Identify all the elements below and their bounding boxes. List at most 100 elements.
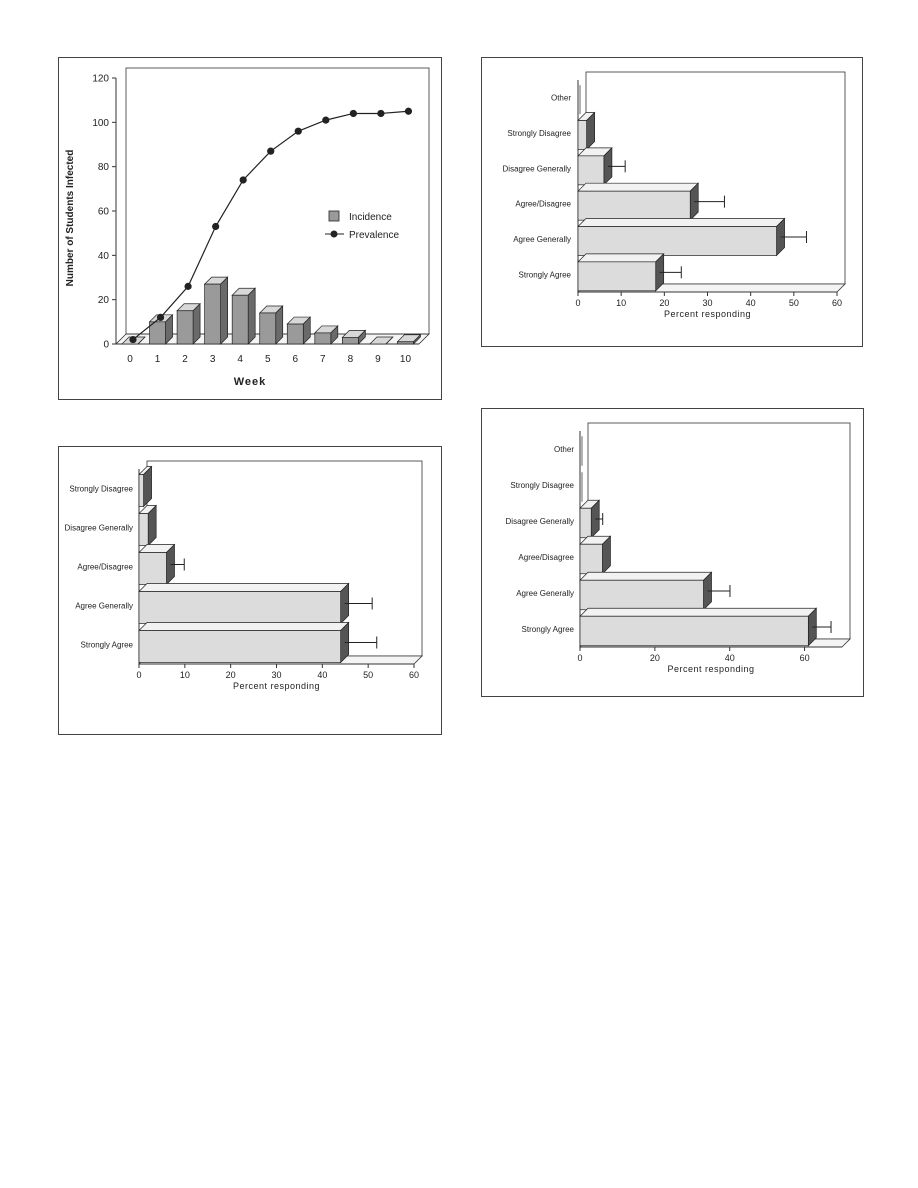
x-tick-label: 60 [409,670,419,680]
category-label: Disagree Generally [503,164,571,173]
prevalence-point [404,107,413,115]
bar-top [579,607,818,617]
response-bar [579,615,809,647]
bar-top [138,622,350,631]
x-tick-label: 3 [210,354,216,365]
bar-top [577,182,700,192]
x-tick-label: 6 [292,354,298,365]
legend-incidence-label: Incidence [349,212,392,223]
x-axis-title: Percent responding [664,309,751,319]
bar-side [220,276,228,345]
category-label: Strongly Disagree [510,481,574,490]
x-tick-label: 7 [320,354,326,365]
y-axis-title: Number of Students Infected [65,150,76,287]
response-bar [138,474,144,507]
x-tick-label: 40 [725,653,735,663]
x-tick-label: 20 [650,653,660,663]
response-bar [138,552,167,585]
response-bar [138,591,342,624]
y-tick-label: 40 [98,251,110,262]
prevalence-point [294,127,302,135]
incidence-bar [204,283,221,345]
x-tick-label: 30 [271,670,281,680]
incidence-bar [176,310,194,345]
x-axis-title: Percent responding [233,681,320,691]
y-tick-label: 120 [92,74,109,85]
x-tick-label: 0 [127,354,133,365]
x-tick-label: 60 [832,298,842,308]
bar-top [577,253,665,263]
x-tick-label: 2 [182,354,188,365]
incidence-bar [231,294,249,345]
category-label: Disagree Generally [65,524,133,533]
x-tick-label: 10 [616,298,626,308]
legend-prevalence-marker [330,230,338,238]
response-bar [138,513,149,546]
x-tick-label: 0 [575,298,580,308]
x-tick-label: 5 [265,354,271,365]
category-label: Agree Generally [513,235,571,244]
category-label: Disagree Generally [506,517,574,526]
bar-side [137,336,146,345]
prevalence-point [129,335,137,344]
responses-a-svg: 0 10 20 30 40 50 60 Other Strongly Disagree Disag… [503,71,846,319]
prevalence-point [212,222,220,231]
legend-incidence-swatch [328,210,340,222]
prevalence-point [377,109,385,118]
x-tick-label: 40 [317,670,327,680]
y-tick-label: 80 [98,162,110,173]
y-tick-label: 60 [98,207,110,218]
x-tick-label: 10 [400,354,412,365]
bar-side [192,302,201,345]
prevalence-point [267,147,275,155]
chart-responses-a: 0 10 20 30 40 50 60 Other Strongly Disagree Disag… [481,57,863,347]
response-bar [577,226,777,256]
category-label: Strongly Agree [522,625,575,634]
incidence-bar [286,323,304,345]
x-tick-label: 0 [577,653,582,663]
y-tick-label: 100 [92,118,109,129]
chart-incidence-prevalence: 0 20 40 60 80 100 120 0 1 2 3 4 5 6 7 8 9 10 Incidence Prev… [58,57,442,400]
x-tick-label: 1 [155,354,161,365]
x-tick-label: 30 [702,298,712,308]
category-label: Strongly Agree [519,270,572,279]
prevalence-line [132,110,409,341]
x-axis-title: Week [234,376,267,388]
bar-top [579,571,713,581]
response-bar [577,261,657,292]
category-label: Strongly Agree [81,641,134,650]
bar-side [247,287,256,345]
x-tick-label: 50 [789,298,799,308]
response-bar [577,190,691,221]
y-tick-label: 0 [103,340,109,351]
response-bar [579,507,592,539]
category-label: Agree/Disagree [515,200,571,209]
chart-responses-b: 0 10 20 30 40 50 60 Strongly Disagree Disagree G… [58,446,442,735]
x-tick-label: 60 [800,653,810,663]
category-label: Agree Generally [75,602,133,611]
y-tick-label: 20 [98,295,110,306]
x-tick-label: 20 [659,298,669,308]
response-bar [577,155,605,186]
x-tick-label: 20 [226,670,236,680]
response-bar [577,120,587,150]
x-tick-label: 50 [363,670,373,680]
category-label: Agree/Disagree [518,553,574,562]
x-tick-label: 9 [375,354,381,365]
prevalence-point [322,116,330,124]
response-bar [579,579,704,611]
prevalence-point [349,109,357,118]
category-label: Strongly Disagree [69,485,133,494]
category-label: Agree Generally [516,589,574,598]
responses-b-svg: 0 10 20 30 40 50 60 Strongly Disagree Disagree G… [65,460,423,691]
category-label: Other [551,94,571,103]
category-label: Other [554,445,574,454]
response-bar [138,630,342,663]
prevalence-point [156,313,165,321]
prevalence-point [239,176,247,184]
chart-responses-c: 0 20 40 60 Other Strongly Disagree Disagree Ge… [481,408,864,697]
response-bar [579,543,603,575]
x-tick-label: 40 [746,298,756,308]
bar-side [275,305,284,345]
incidence-bar [342,337,359,345]
